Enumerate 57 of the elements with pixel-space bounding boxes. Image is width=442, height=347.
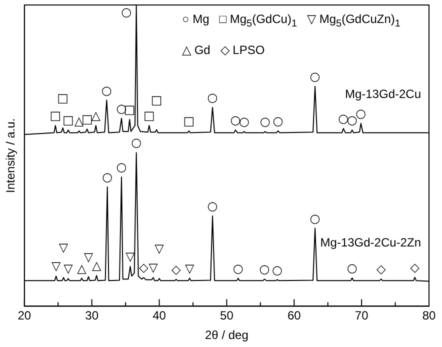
annotation: ○ <box>238 114 250 129</box>
annotation: ▽ <box>148 260 159 275</box>
annotation: ▽ <box>184 261 195 276</box>
annotation: ○ <box>131 136 142 150</box>
annotation: ◇ <box>172 262 182 277</box>
annotation: ○ <box>346 113 358 128</box>
annotation: □ <box>150 92 162 107</box>
annotation: ○ <box>346 261 358 276</box>
x-tick-label: 30 <box>85 308 99 323</box>
x-tick-label: 40 <box>152 308 166 323</box>
y-axis-title: Intensity / a.u. <box>4 118 18 193</box>
x-axis-title: 2θ / deg <box>205 328 248 342</box>
annotation: △ <box>77 261 88 276</box>
text: Mg-13Gd-2Cu <box>344 87 421 102</box>
annotation: □ <box>50 108 62 123</box>
x-tick-label: 20 <box>18 308 32 323</box>
annotation: △ <box>91 108 102 123</box>
annotation: △ <box>92 258 102 273</box>
annotation: □ <box>124 102 136 117</box>
x-tick-label: 70 <box>354 308 369 323</box>
annotation: ○ <box>338 112 349 126</box>
annotation: □ <box>143 108 155 123</box>
annotation: ○ <box>102 170 113 184</box>
annotation: ○ <box>207 90 218 105</box>
annotation: □ <box>57 91 69 106</box>
annotation: ○ <box>356 106 366 120</box>
annotation: ○ <box>116 160 127 174</box>
annotation: ○ <box>259 262 270 276</box>
series-label: Mg-13Gd-2Cu-2Zn <box>320 236 421 250</box>
annotation: ◇ <box>139 260 150 275</box>
annotation: □ Mg$_{5}$(GdCu)$_{1}$ <box>219 12 297 30</box>
annotation: ○ <box>101 83 112 98</box>
annotation: ○ <box>310 211 320 226</box>
x-tick-label: 60 <box>287 308 302 323</box>
annotation: ◇ LPSO <box>220 43 265 58</box>
annotation: ◇ <box>410 260 420 274</box>
annotation: ○ Mg <box>182 12 210 26</box>
annotation: ▽ <box>64 262 74 276</box>
annotation: ○ <box>272 262 283 277</box>
annotation: ○ <box>260 114 270 129</box>
annotation: □ <box>62 113 74 128</box>
annotation: □ <box>183 114 195 128</box>
x-tick-label: 50 <box>220 308 234 323</box>
annotation: ○ <box>310 69 320 84</box>
annotation: ○ <box>121 5 132 20</box>
annotation: ○ <box>207 198 218 213</box>
annotation: ▽ Mg$_{5}$(GdCuZn)$_{1}$ <box>307 12 400 30</box>
annotation: ◇ <box>376 262 387 276</box>
annotation: △ Gd <box>182 43 210 58</box>
annotation: ▽ <box>84 250 94 264</box>
annotation: ▽ <box>58 240 69 255</box>
annotation: ○ <box>232 261 244 276</box>
annotation: ▽ <box>51 259 62 274</box>
annotation: ▽ <box>154 242 165 256</box>
annotation: ○ <box>272 114 284 128</box>
x-tick-label: 80 <box>422 308 436 323</box>
annotation: ○ <box>230 113 241 128</box>
